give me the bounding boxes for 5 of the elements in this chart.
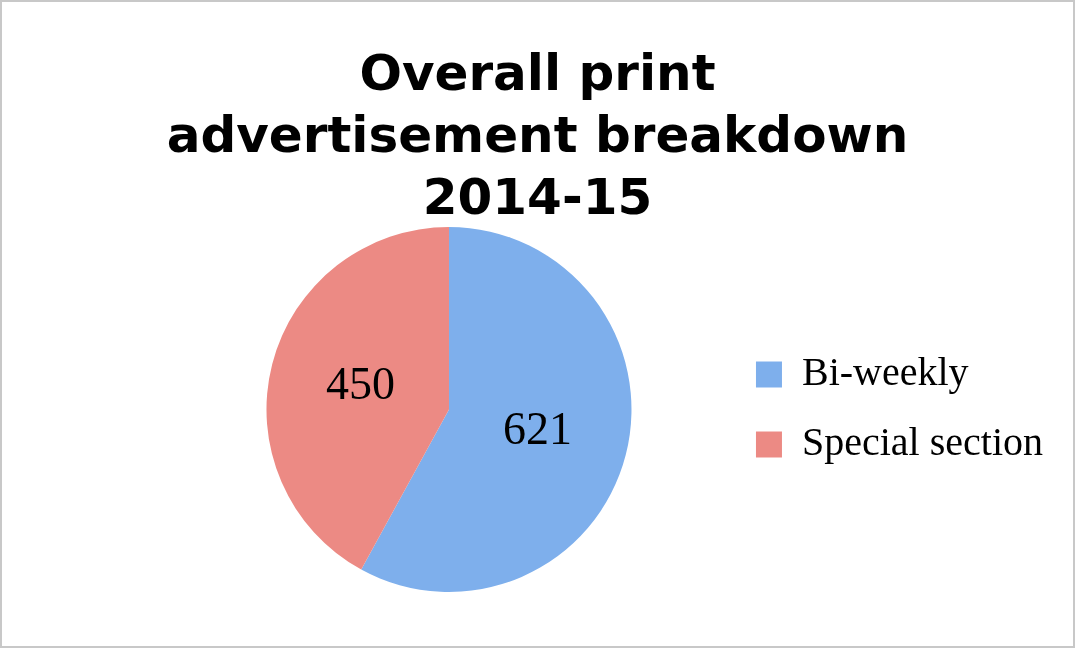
legend-label: Bi-weekly: [801, 349, 969, 394]
chart-title: Overall print advertisement breakdown 2014-15: [165, 43, 910, 228]
legend-label: Special section: [801, 419, 1044, 464]
data-label: 621: [502, 403, 572, 455]
data-label: 450: [326, 357, 396, 409]
